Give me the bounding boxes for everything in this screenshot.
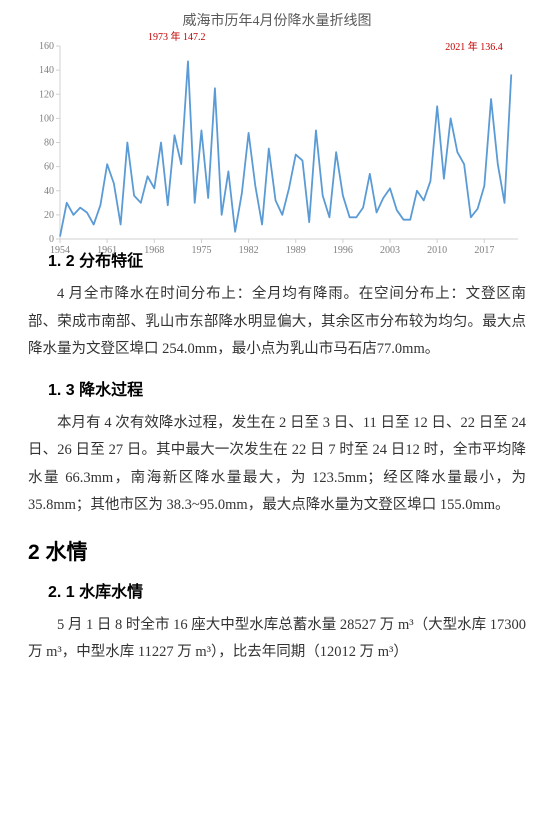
svg-text:1989: 1989 [286,245,306,256]
svg-text:2017: 2017 [474,245,494,256]
page-root: 威海市历年4月份降水量折线图 0 20 40 60 80 100 120 140 160 1954… [0,0,554,823]
svg-text:1996: 1996 [333,245,353,256]
svg-text:1975: 1975 [191,245,211,256]
svg-text:0: 0 [49,234,54,245]
svg-text:1982: 1982 [239,245,259,256]
heading-2: 2 水情 [28,536,526,566]
svg-text:60: 60 [44,162,54,173]
svg-text:80: 80 [44,138,54,149]
heading-2-1: 2. 1 水库水情 [48,578,526,602]
chart-annotation: 1973 年 147.2 [148,28,206,43]
para-1-3: 本月有 4 次有效降水过程，发生在 2 日至 3 日、11 日至 12 日、22… [28,410,526,520]
heading-1-3: 1. 3 降水过程 [48,376,526,400]
svg-text:1968: 1968 [144,245,164,256]
svg-text:120: 120 [39,89,54,100]
chart-annotation: 2021 年 136.4 [445,38,503,53]
svg-text:160: 160 [39,41,54,52]
chart-svg: 0 20 40 60 80 100 120 140 160 1954 1961 1968 1975 198… [28,34,526,259]
svg-text:2010: 2010 [427,245,447,256]
svg-text:140: 140 [39,65,54,76]
svg-text:2003: 2003 [380,245,400,256]
svg-text:20: 20 [44,210,54,221]
svg-text:100: 100 [39,113,54,124]
para-1-2: 4 月全市降水在时间分布上：全月均有降雨。在空间分布上：文登区南部、荣成市南部、… [28,281,526,364]
svg-text:1961: 1961 [97,245,117,256]
para-2-1: 5 月 1 日 8 时全市 16 座大中型水库总蓄水量 28527 万 m³（大… [28,612,526,667]
line-chart: 威海市历年4月份降水量折线图 0204060801001201401601954… [28,10,526,235]
svg-text:1954: 1954 [50,245,70,256]
svg-text:40: 40 [44,186,54,197]
chart-title: 威海市历年4月份降水量折线图 [28,10,526,30]
